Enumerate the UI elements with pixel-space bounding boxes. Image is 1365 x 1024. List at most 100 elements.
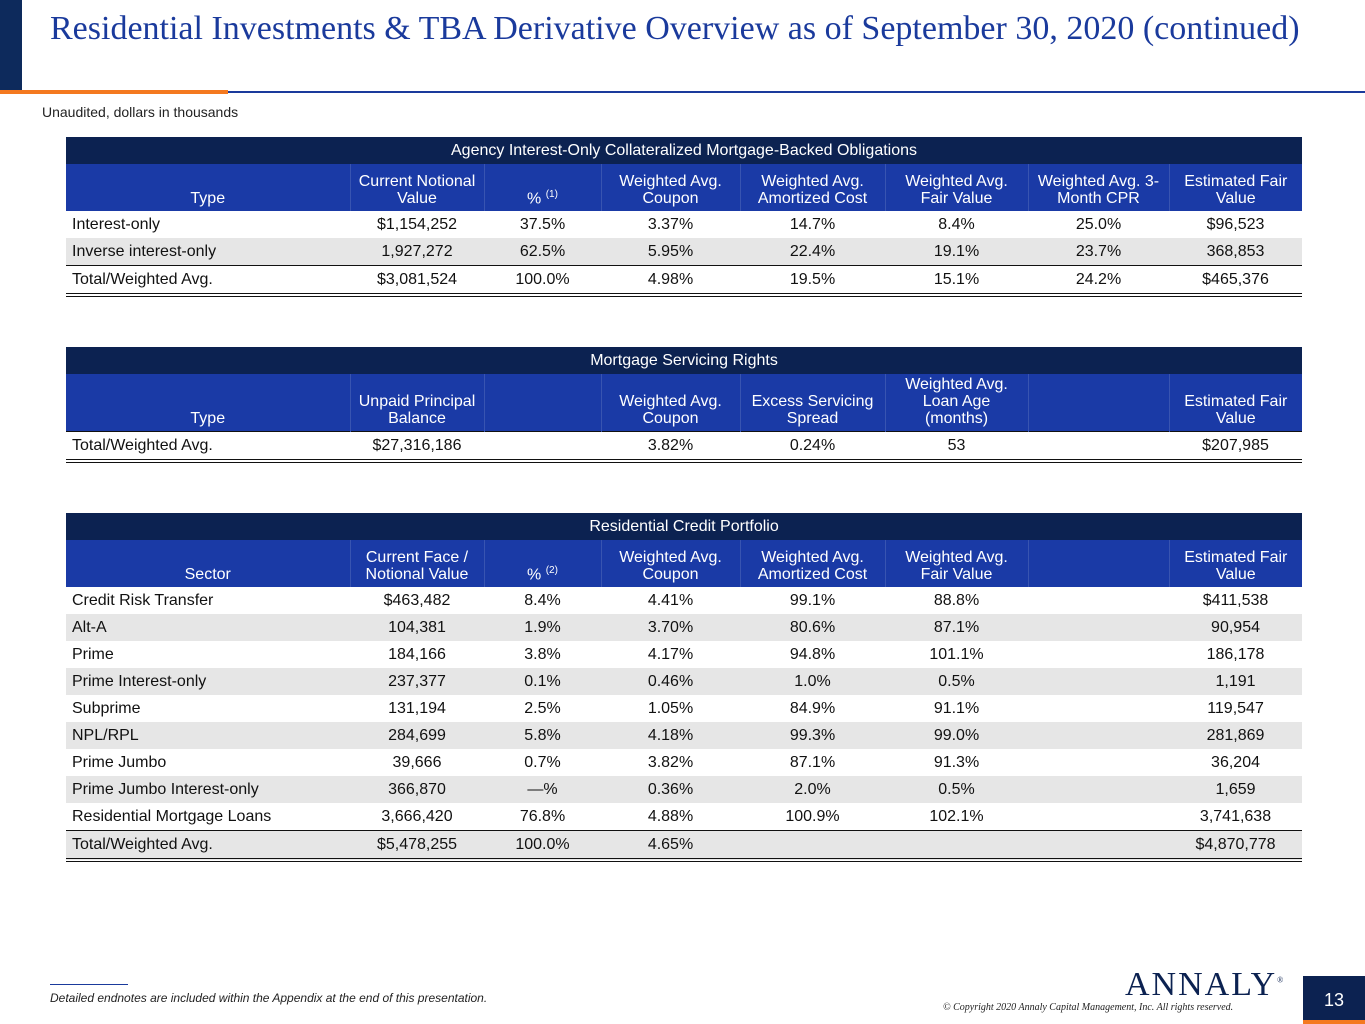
table-cell: 0.5%	[885, 776, 1028, 803]
row-label: Prime Jumbo Interest-only	[66, 776, 350, 803]
table-cell: 104,381	[350, 614, 484, 641]
column-header: Weighted Avg. Coupon	[600, 164, 740, 211]
row-label: Credit Risk Transfer	[72, 591, 214, 609]
table-cell: 8.4%	[938, 215, 975, 233]
table-cell: 100.9%	[785, 807, 840, 825]
row-label: NPL/RPL	[66, 722, 350, 749]
table-cell	[1028, 614, 1169, 641]
column-header: Current Notional Value	[349, 164, 484, 211]
column-header: % (1)	[483, 164, 601, 211]
agency-io-table: Agency Interest-Only Collateralized Mort…	[66, 137, 1303, 297]
table-cell: 368,853	[1169, 238, 1303, 266]
table-cell: 3.82%	[647, 753, 694, 771]
table-cell	[1028, 722, 1169, 749]
table-cell: 99.0%	[885, 722, 1028, 749]
residential-credit-table: Residential Credit Portfolio Sector Curr…	[66, 513, 1303, 862]
total-cell: 100.0%	[484, 830, 601, 862]
table-cell: 94.8%	[789, 645, 836, 663]
total-label: Total/Weighted Avg.	[66, 431, 350, 463]
column-header	[483, 374, 601, 432]
table-row: Residential Mortgage Loans 3,666,420 76.8%…	[66, 803, 1302, 831]
table-cell: 0.36%	[601, 776, 740, 803]
page-number: 13	[1303, 976, 1365, 1024]
total-row: Total/Weighted Avg. $5,478,255 100.0% 4.65%…	[66, 830, 1303, 862]
total-cell: $27,316,186	[350, 431, 484, 463]
total-cell: 4.65%	[601, 830, 740, 862]
column-header: Weighted Avg. Amortized Cost	[739, 540, 885, 587]
table-cell: 87.1%	[789, 753, 836, 771]
table-row: Prime 184,166 3.8% 4.17% 94.8% 101.1% 186,178	[66, 641, 1302, 668]
total-cell: 3.82%	[601, 431, 740, 463]
footnote-ref: (1)	[545, 188, 558, 200]
column-header: Current Face / Notional Value	[349, 540, 484, 587]
table-cell: 1.05%	[647, 699, 694, 717]
table-cell: 366,870	[350, 776, 484, 803]
column-header-label: %	[527, 566, 542, 583]
total-cell	[1028, 830, 1169, 862]
table-cell	[1028, 695, 1169, 722]
table-cell: 0.5%	[885, 668, 1028, 695]
column-header: Estimated Fair Value	[1168, 374, 1303, 432]
footnote-rule	[50, 984, 128, 985]
table-cell: 5.95%	[601, 238, 740, 266]
row-label: Subprime	[72, 699, 141, 717]
column-header: Type	[66, 164, 350, 211]
total-cell	[885, 830, 1028, 862]
table-row: Interest-only $1,154,252 37.5% 3.37% 14.7% 8.…	[66, 211, 1302, 238]
table-cell: 3,741,638	[1199, 807, 1272, 825]
total-cell: $465,376	[1169, 265, 1303, 297]
table-cell: 1.0%	[740, 668, 885, 695]
total-cell: $207,985	[1169, 431, 1303, 463]
table-cell: 281,869	[1169, 722, 1303, 749]
total-cell: 4.98%	[601, 265, 740, 297]
column-header: Type	[66, 374, 350, 432]
title-rule-accent	[0, 90, 228, 94]
logo-text: ANNALY	[1125, 966, 1278, 1003]
table-cell: 37.5%	[519, 215, 566, 233]
table-cell: 2.5%	[524, 699, 561, 717]
column-header: Weighted Avg. Coupon	[600, 374, 740, 432]
table-cell: $411,538	[1202, 591, 1269, 609]
column-header: Weighted Avg. Fair Value	[884, 164, 1028, 211]
table-cell: 184,166	[388, 645, 446, 663]
table-row: NPL/RPL 284,699 5.8% 4.18% 99.3% 99.0% 281,869	[66, 722, 1303, 749]
table-cell: 3.70%	[601, 614, 740, 641]
table-row: Credit Risk Transfer $463,482 8.4% 4.41% 99.…	[66, 587, 1302, 614]
table-cell: 101.1%	[929, 645, 984, 663]
table-cell: 91.1%	[933, 699, 980, 717]
total-cell: $3,081,524	[350, 265, 484, 297]
row-label: Prime Jumbo	[72, 753, 167, 771]
table-cell: 88.8%	[933, 591, 980, 609]
total-cell: $5,478,255	[350, 830, 484, 862]
column-header	[1027, 374, 1169, 432]
table-cell: 1,191	[1169, 668, 1303, 695]
table-cell: 1,927,272	[350, 238, 484, 266]
table-cell: 119,547	[1207, 699, 1264, 717]
column-header: Weighted Avg. Amortized Cost	[739, 164, 885, 211]
table-row: Inverse interest-only 1,927,272 62.5% 5.95%…	[66, 238, 1303, 266]
total-cell: 100.0%	[484, 265, 601, 297]
total-cell	[484, 431, 601, 463]
total-cell: 53	[885, 431, 1028, 463]
table-cell: 99.3%	[740, 722, 885, 749]
table-cell: 237,377	[350, 668, 484, 695]
table-cell: 36,204	[1211, 753, 1260, 771]
table-cell: $1,154,252	[376, 215, 458, 233]
annaly-logo: ANNALY®	[1125, 966, 1285, 1004]
row-label: Prime	[72, 645, 114, 663]
table-cell: 8.4%	[524, 591, 561, 609]
table-cell: 84.9%	[789, 699, 836, 717]
table-row: Prime Interest-only 237,377 0.1% 0.46% 1.0% 0…	[66, 668, 1303, 695]
column-header	[1027, 540, 1169, 587]
total-cell: $4,870,778	[1169, 830, 1303, 862]
table-cell	[1028, 668, 1169, 695]
table-cell: $96,523	[1206, 215, 1265, 233]
column-header: Sector	[66, 540, 350, 587]
table-cell: 14.7%	[789, 215, 836, 233]
table-cell: 90,954	[1169, 614, 1303, 641]
table-cell: $463,482	[383, 591, 451, 609]
table-cell	[1028, 803, 1169, 831]
total-row: Total/Weighted Avg. $3,081,524 100.0% 4.98%…	[66, 265, 1303, 297]
table-cell: 3.8%	[524, 645, 561, 663]
row-label: Residential Mortgage Loans	[72, 807, 272, 825]
